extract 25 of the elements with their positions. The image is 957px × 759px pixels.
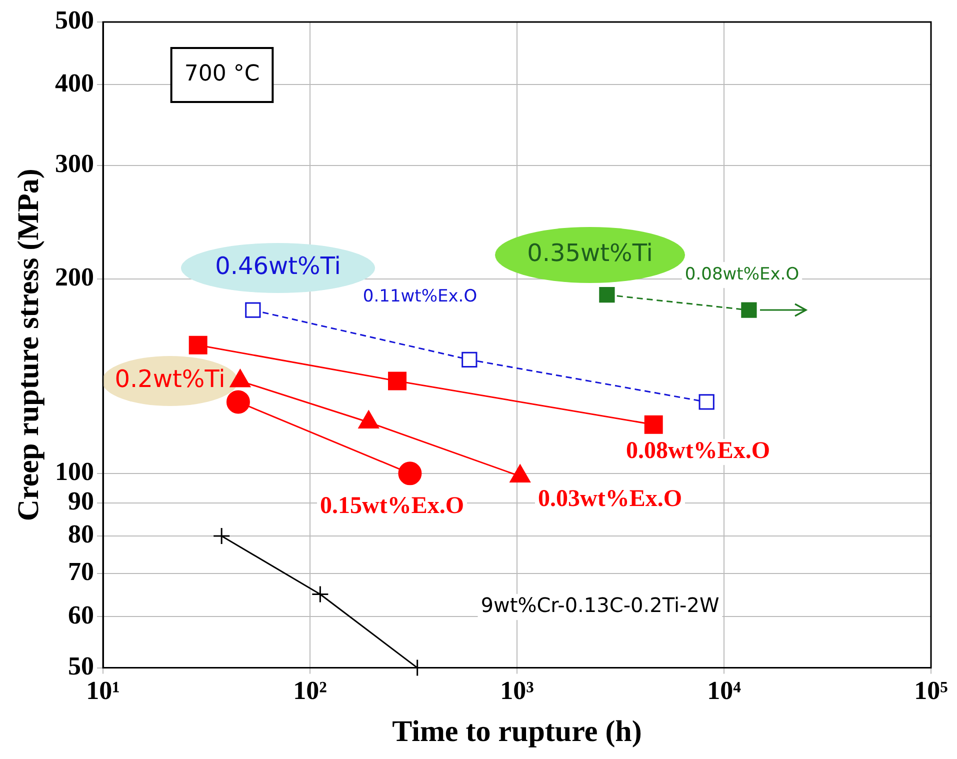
y-tick-label: 300 xyxy=(55,148,94,178)
y-tick-label: 90 xyxy=(68,486,94,516)
text: 9wt%Cr-0.13C-0.2Ti-2W xyxy=(480,593,720,618)
y-tick-label: 200 xyxy=(55,262,94,292)
annotation: 700 °C xyxy=(184,62,260,87)
y-tick-label: 70 xyxy=(68,557,94,586)
series-label: 0.11wt%Ex.O xyxy=(362,286,478,306)
y-tick-label: 400 xyxy=(55,68,94,98)
series-label: 0.08wt%Ex.O xyxy=(626,438,770,464)
x-tick-label: 10⁵ xyxy=(914,676,948,706)
x-tick-label: 10² xyxy=(293,676,328,706)
y-tick-label: 500 xyxy=(55,6,94,35)
y-axis-title: Creep rupture stress (MPa) xyxy=(12,168,45,522)
y-tick-label: 60 xyxy=(68,600,94,630)
x-tick-label: 10³ xyxy=(500,676,534,706)
annotation: 0.2wt%Ti xyxy=(114,365,226,394)
x-axis-title: Time to rupture (h) xyxy=(392,714,642,748)
series-label: 0.08wt%Ex.O xyxy=(684,264,800,284)
series-label: 0.03wt%Ex.O xyxy=(538,486,682,512)
annotation: 0.35wt%Ti xyxy=(527,239,653,268)
annotation: 0.46wt%Ti xyxy=(215,252,341,280)
x-tick-label: 10⁴ xyxy=(707,676,742,706)
series-label: 0.15wt%Ex.O xyxy=(320,493,464,520)
y-tick-label: 100 xyxy=(55,457,94,486)
y-tick-label: 80 xyxy=(68,520,94,549)
